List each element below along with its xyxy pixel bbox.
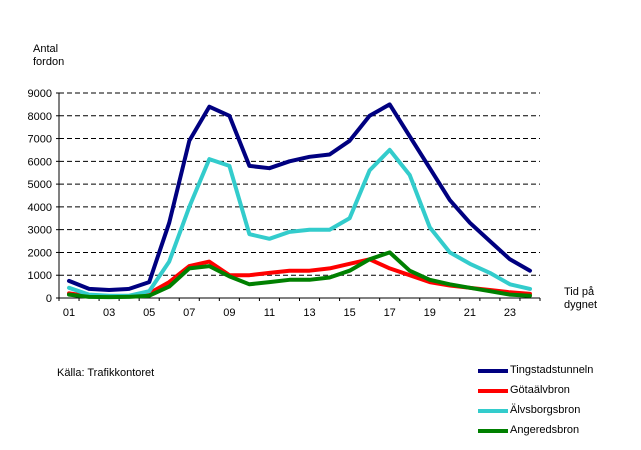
y-tick-label: 4000 (28, 202, 52, 214)
legend-swatch (478, 389, 508, 393)
y-tick-label: 3000 (28, 225, 52, 237)
x-tick-labels: 01 03 05 07 09 11 13 15 17 19 21 23 (58, 298, 541, 319)
x-tick-label: 03 (103, 307, 115, 319)
x-tick-label: 15 (343, 307, 355, 319)
x-tick-label: 23 (504, 307, 516, 319)
source-note: Källa: Trafikkontoret (57, 367, 155, 379)
y-tick-label: 1000 (28, 270, 52, 282)
x-tick-label: 05 (143, 307, 155, 319)
x-axis-label: Tid på dygnet (564, 286, 597, 311)
y-tick-label: 8000 (28, 111, 52, 123)
x-tick-label: 21 (464, 307, 476, 319)
y-tick-label: 2000 (28, 247, 52, 259)
series-line (67, 250, 532, 300)
x-tick-label: 07 (183, 307, 195, 319)
y-tick-label: 5000 (28, 179, 52, 191)
x-tick-label: 19 (424, 307, 436, 319)
x-tick-label: 13 (303, 307, 315, 319)
x-tick-label: 09 (223, 307, 235, 319)
series-line (67, 102, 532, 292)
axes (58, 93, 540, 299)
legend-label: Tingstadstunneln (510, 364, 594, 376)
gridlines (59, 92, 540, 276)
y-axis-label: Antal fordon (33, 43, 64, 68)
x-tick-label: 11 (264, 307, 275, 319)
legend-label: Götaälvbron (510, 384, 570, 396)
series-lines (67, 102, 532, 300)
x-tick-label: 17 (384, 307, 396, 319)
x-tick-label: 01 (63, 307, 75, 319)
y-tick-labels: 0 1000 2000 3000 4000 5000 6000 7000 8000 9000 (28, 88, 59, 305)
legend-swatch (478, 429, 508, 433)
legend-label: Angeredsbron (510, 424, 580, 436)
legend-label: Älvsborgsbron (510, 404, 581, 416)
legend-swatch (478, 369, 508, 373)
y-tick-label: 9000 (28, 88, 52, 100)
legend-swatch (478, 409, 508, 413)
y-tick-label: 7000 (28, 134, 52, 146)
series-line (67, 147, 532, 298)
y-tick-label: 0 (46, 293, 52, 305)
y-tick-label: 6000 (28, 156, 52, 168)
